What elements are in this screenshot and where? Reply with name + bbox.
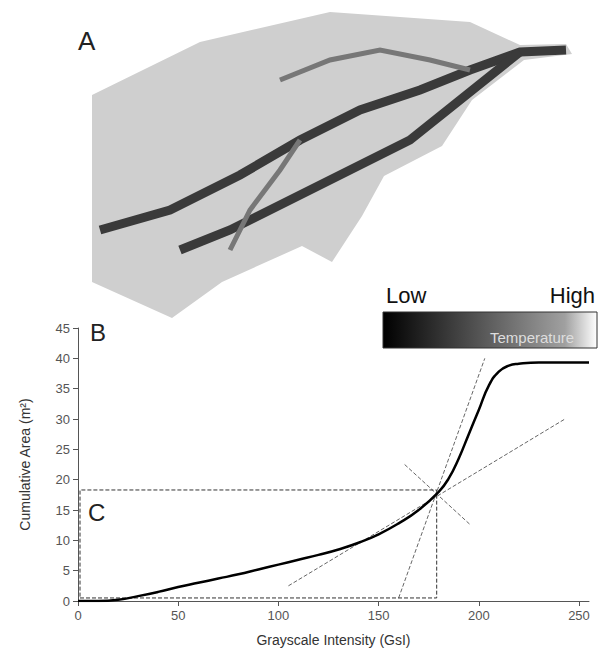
svg-text:Temperature: Temperature [490, 329, 574, 346]
svg-text:10: 10 [56, 533, 70, 548]
svg-text:35: 35 [56, 381, 70, 396]
svg-text:Low: Low [386, 283, 426, 308]
svg-text:150: 150 [368, 608, 390, 623]
svg-text:C: C [88, 499, 105, 526]
svg-text:0: 0 [63, 594, 70, 609]
svg-text:Cumulative Area (m²): Cumulative Area (m²) [17, 398, 33, 530]
svg-text:40: 40 [56, 351, 70, 366]
svg-text:15: 15 [56, 503, 70, 518]
svg-text:0: 0 [74, 608, 81, 623]
svg-text:A: A [78, 26, 96, 56]
svg-text:250: 250 [568, 608, 590, 623]
svg-text:High: High [550, 283, 595, 308]
svg-text:200: 200 [468, 608, 490, 623]
svg-text:100: 100 [268, 608, 290, 623]
svg-text:50: 50 [171, 608, 185, 623]
svg-text:45: 45 [56, 321, 70, 336]
svg-text:30: 30 [56, 412, 70, 427]
svg-text:25: 25 [56, 442, 70, 457]
svg-text:B: B [90, 319, 106, 346]
svg-text:Grayscale Intensity (GsI): Grayscale Intensity (GsI) [256, 632, 410, 648]
svg-text:5: 5 [63, 563, 70, 578]
svg-text:20: 20 [56, 472, 70, 487]
